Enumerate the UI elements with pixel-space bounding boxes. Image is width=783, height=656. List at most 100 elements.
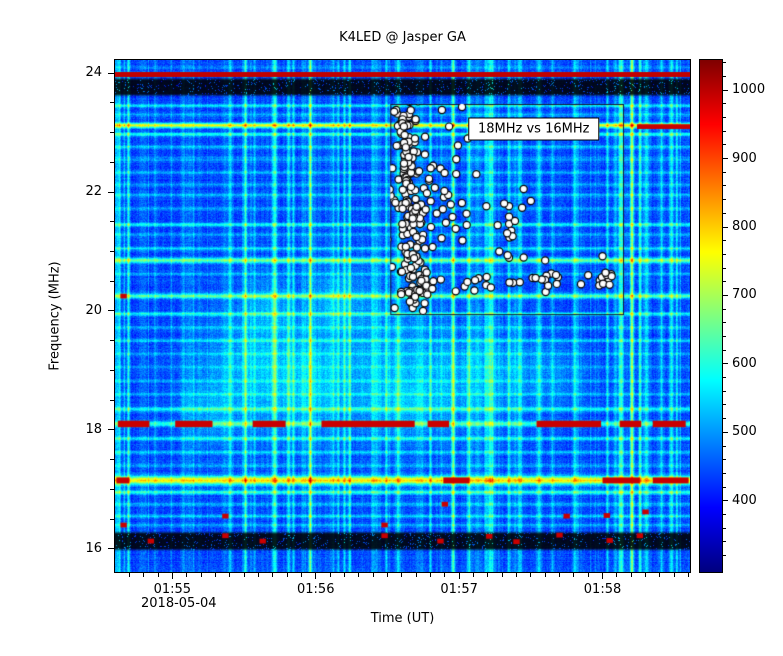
- y-tick-label: 20: [85, 302, 102, 318]
- colorbar-tick: [723, 89, 728, 91]
- x-minor-tick: [487, 573, 489, 577]
- x-minor-tick: [587, 573, 589, 577]
- colorbar-minor-tick: [723, 322, 726, 324]
- x-minor-tick: [573, 573, 575, 577]
- colorbar-tick-label: 400: [732, 492, 757, 508]
- y-axis-label: Frequency (MHz): [47, 261, 63, 371]
- colorbar-tick: [723, 431, 728, 433]
- x-minor-tick: [243, 573, 245, 577]
- x-minor-tick: [401, 573, 403, 577]
- x-minor-tick: [559, 573, 560, 577]
- colorbar-minor-tick: [723, 349, 726, 351]
- colorbar-tick: [723, 363, 728, 365]
- x-tick-label: 01:56: [297, 582, 335, 597]
- colorbar-tick: [723, 294, 728, 296]
- colorbar: [699, 59, 723, 573]
- date-label: 2018-05-04: [141, 596, 217, 611]
- colorbar-minor-tick: [723, 103, 726, 105]
- x-minor-tick: [415, 573, 417, 577]
- y-tick-label: 18: [85, 421, 102, 437]
- colorbar-tick-label: 800: [732, 219, 757, 235]
- colorbar-minor-tick: [723, 212, 726, 214]
- y-tick-label: 16: [85, 540, 102, 556]
- x-tick: [171, 573, 173, 579]
- x-tick: [602, 573, 604, 579]
- x-minor-tick: [444, 573, 446, 577]
- colorbar-minor-tick: [723, 144, 726, 146]
- colorbar-minor-tick: [723, 171, 726, 173]
- x-minor-tick: [272, 573, 274, 577]
- colorbar-minor-tick: [723, 377, 726, 379]
- x-minor-tick: [343, 573, 345, 577]
- x-minor-tick: [229, 573, 231, 577]
- colorbar-tick: [723, 226, 728, 228]
- colorbar-minor-tick: [723, 253, 726, 255]
- colorbar-minor-tick: [723, 514, 726, 515]
- colorbar-minor-tick: [723, 472, 726, 474]
- x-minor-tick: [257, 573, 259, 577]
- colorbar-minor-tick: [723, 541, 726, 543]
- x-minor-tick: [501, 573, 503, 577]
- colorbar-minor-tick: [723, 527, 726, 529]
- colorbar-tick-label: 900: [732, 150, 757, 166]
- x-minor-tick: [659, 573, 661, 577]
- x-axis-label: Time (UT): [370, 611, 435, 626]
- colorbar-tick-label: 500: [732, 424, 757, 440]
- inset-annotation-label: 18MHz vs 16MHz: [467, 117, 600, 141]
- x-tick-label: 01:57: [440, 582, 478, 597]
- x-minor-tick: [157, 573, 159, 577]
- colorbar-minor-tick: [723, 390, 726, 392]
- colorbar-minor-tick: [723, 555, 726, 557]
- x-minor-tick: [186, 573, 188, 577]
- x-minor-tick: [673, 573, 675, 577]
- x-minor-tick: [143, 573, 145, 577]
- x-minor-tick: [530, 573, 532, 577]
- colorbar-minor-tick: [723, 459, 726, 461]
- x-minor-tick: [544, 573, 546, 577]
- colorbar-tick-label: 1000: [732, 82, 766, 98]
- spectrogram-canvas: [115, 60, 690, 572]
- colorbar-minor-tick: [723, 308, 726, 310]
- colorbar-minor-tick: [723, 418, 726, 420]
- x-minor-tick: [630, 573, 632, 577]
- x-minor-tick: [688, 573, 690, 577]
- colorbar-tick: [723, 158, 728, 160]
- colorbar-minor-tick: [723, 199, 726, 201]
- y-tick-label: 22: [85, 184, 102, 199]
- x-minor-tick: [429, 573, 431, 577]
- x-minor-tick: [372, 573, 374, 577]
- y-tick-label: 24: [85, 65, 102, 81]
- colorbar-minor-tick: [723, 62, 726, 64]
- x-minor-tick: [214, 573, 216, 577]
- x-tick: [458, 573, 460, 579]
- x-minor-tick: [515, 573, 517, 577]
- x-minor-tick: [386, 573, 388, 577]
- colorbar-minor-tick: [723, 240, 726, 242]
- colorbar-minor-tick: [723, 281, 726, 283]
- colorbar-minor-tick: [723, 404, 726, 406]
- x-minor-tick: [472, 573, 474, 577]
- x-tick: [315, 573, 317, 579]
- colorbar-minor-tick: [723, 116, 726, 118]
- colorbar-minor-tick: [723, 130, 726, 132]
- colorbar-minor-tick: [723, 267, 726, 269]
- colorbar-minor-tick: [723, 185, 726, 187]
- x-tick-label: 01:58: [583, 582, 622, 597]
- colorbar-tick: [723, 500, 728, 502]
- plot-area: 18MHz vs 16MHz: [114, 59, 691, 573]
- x-minor-tick: [329, 573, 331, 577]
- colorbar-minor-tick: [723, 336, 726, 338]
- x-minor-tick: [286, 573, 288, 577]
- colorbar-canvas: [700, 60, 722, 572]
- x-minor-tick: [300, 573, 302, 577]
- colorbar-tick-label: 600: [732, 355, 757, 371]
- chart-title: K4LED @ Jasper GA: [339, 30, 466, 45]
- x-minor-tick: [645, 573, 647, 577]
- colorbar-minor-tick: [723, 445, 726, 447]
- x-minor-tick: [358, 573, 360, 577]
- colorbar-minor-tick: [723, 486, 726, 488]
- colorbar-minor-tick: [723, 75, 726, 77]
- x-minor-tick: [616, 573, 618, 577]
- x-minor-tick: [128, 573, 130, 577]
